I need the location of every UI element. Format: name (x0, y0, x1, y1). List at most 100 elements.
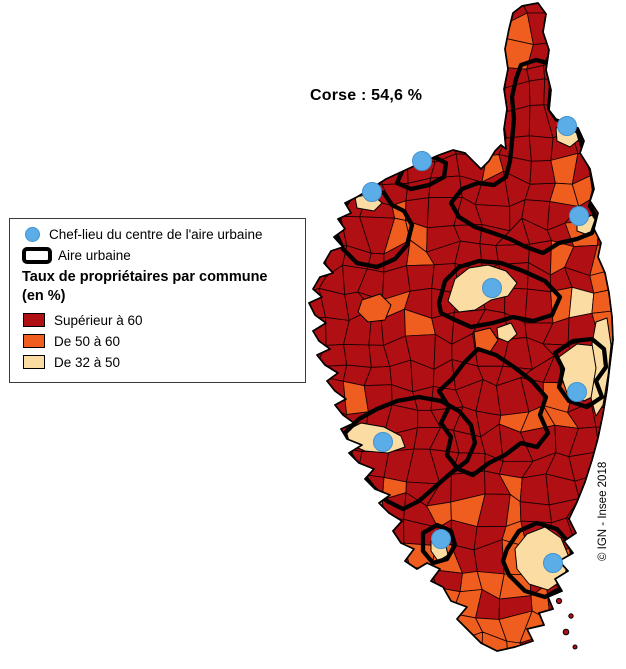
class-label-50-60: De 50 à 60 (54, 333, 121, 349)
commune-cell (449, 82, 485, 116)
commune-cell (343, 343, 372, 368)
commune-cell (620, 565, 626, 599)
commune-cell (309, 568, 323, 598)
commune-cell (618, 0, 626, 15)
commune-cell (358, 586, 391, 616)
commune-cell (403, 32, 435, 59)
commune-cell (610, 358, 613, 386)
commune-cell (309, 377, 327, 413)
chef-lieu-marker (431, 529, 451, 549)
class-swatch-32-50 (23, 355, 45, 369)
commune-cell (364, 562, 391, 600)
commune-cell (309, 21, 323, 39)
commune-cell (383, 124, 408, 156)
commune-cell (416, 15, 435, 47)
commune-cell (362, 494, 385, 530)
commune-cell (357, 3, 395, 24)
commune-cell (335, 66, 370, 91)
commune-cell (312, 568, 345, 597)
map-title: Corse : 54,6 % (310, 87, 423, 104)
commune-cell (359, 132, 392, 159)
commune-cell (342, 634, 371, 651)
commune-cell (612, 666, 626, 669)
commune-mesh (309, 0, 626, 669)
commune-cell (621, 518, 626, 547)
commune-cell (366, 106, 394, 134)
legend-scale-title-line2: (en %) (22, 288, 66, 304)
commune-cell (380, 56, 416, 85)
commune-cell (335, 515, 373, 551)
commune-cell (460, 3, 488, 12)
class-label-sup-60: Supérieur à 60 (54, 312, 143, 328)
commune-cell (368, 518, 391, 554)
commune-cell (309, 590, 325, 615)
commune-cell (312, 149, 342, 178)
legend-class-32-50: De 32 à 50 (22, 353, 299, 371)
commune-cell (610, 470, 613, 501)
commune-cell (335, 88, 368, 112)
commune-cell (384, 661, 416, 669)
commune-cell (519, 473, 550, 506)
chef-lieu-markers (362, 116, 589, 573)
commune-cell (335, 36, 370, 70)
commune-cell (472, 56, 507, 89)
commune-cell (319, 110, 350, 137)
commune-cell (320, 3, 344, 25)
commune-cell (309, 480, 325, 508)
commune-patch-orange (473, 327, 499, 353)
commune-cell (309, 148, 327, 179)
commune-cell (453, 631, 484, 651)
commune-cell (319, 81, 344, 112)
commune-cell (313, 176, 350, 206)
commune-cell (313, 515, 342, 551)
offshore-islets (555, 597, 578, 650)
commune-cell (575, 86, 598, 108)
commune-cell (309, 541, 323, 575)
islet (555, 597, 563, 605)
commune-cell (591, 3, 613, 22)
commune-cell (426, 3, 463, 17)
commune-cell (590, 630, 613, 651)
legend-row-aire-urbaine: Aire urbaine (22, 246, 299, 265)
commune-cell (549, 615, 572, 640)
commune-cell (309, 201, 324, 231)
commune-cell (380, 32, 418, 66)
commune-cell (564, 570, 603, 595)
aires-urbaines-outlines (332, 57, 609, 600)
commune-cell (461, 9, 488, 45)
aire-urbaine-outline-center (436, 346, 551, 478)
commune-cell (476, 112, 507, 139)
commune-cell (426, 10, 465, 47)
commune-cell (382, 542, 411, 568)
commune-cell (504, 656, 531, 669)
commune-cell (320, 608, 348, 646)
commune-cell (615, 82, 626, 116)
commune-cell (364, 549, 391, 568)
commune-cell (428, 586, 461, 621)
commune-cell (521, 656, 553, 669)
commune-cell (324, 67, 342, 91)
chef-lieu-marker (569, 206, 589, 226)
commune-cell (309, 402, 319, 437)
commune-cell (335, 21, 361, 47)
commune-cell (408, 617, 439, 645)
chef-lieu-marker (482, 278, 502, 298)
commune-cell (612, 383, 613, 413)
commune-cell (313, 472, 344, 508)
commune-cell (382, 16, 418, 40)
commune-cell (593, 61, 613, 88)
commune-cell (528, 135, 554, 162)
chef-lieu-marker (567, 382, 587, 402)
commune-cell (618, 44, 626, 63)
aire-urbaine-outline-ajaccio (342, 394, 478, 512)
commune-cell (614, 205, 626, 231)
chef-lieu-marker (362, 182, 382, 202)
commune-cell (309, 517, 325, 551)
commune-cell (335, 494, 373, 530)
commune-cell (615, 448, 626, 484)
commune-cell (455, 657, 484, 669)
commune-cell (309, 432, 319, 461)
commune-cell (313, 544, 345, 577)
